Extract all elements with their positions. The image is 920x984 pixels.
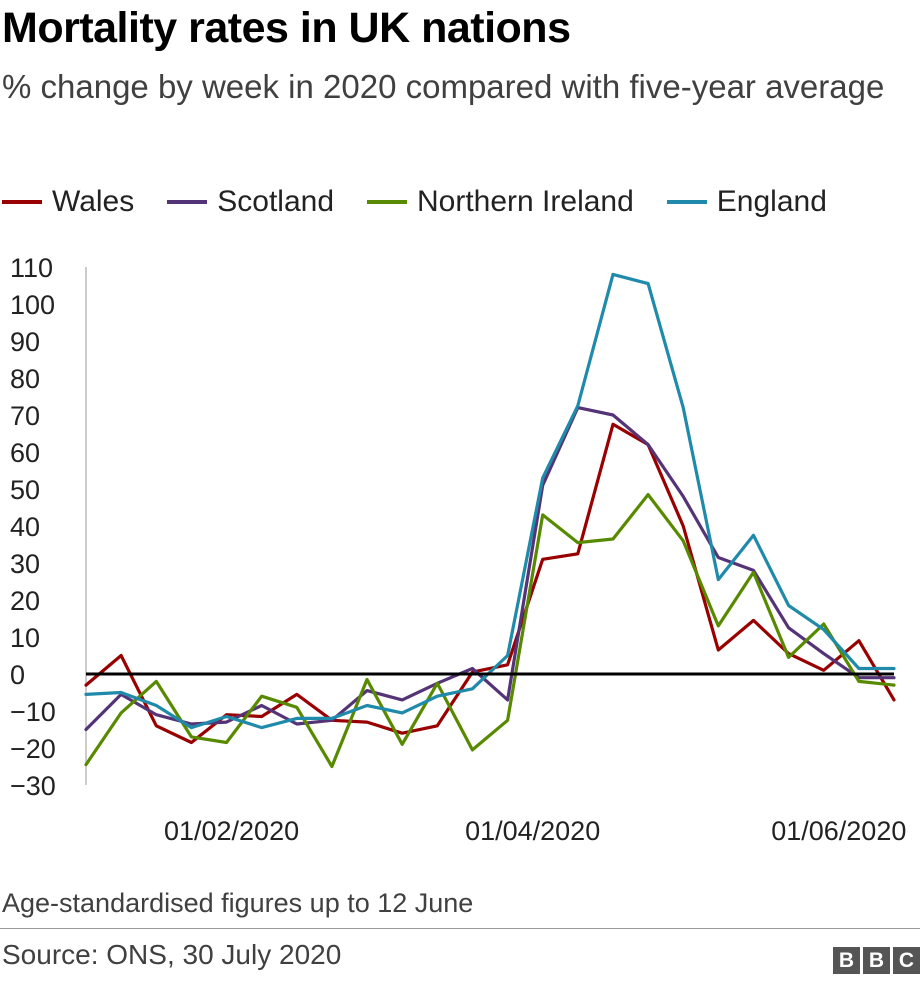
y-tick-label: −10 [10,697,56,727]
bbc-logo-letter: B [863,947,890,974]
series-line-england [84,272,896,730]
y-tick-label: 40 [10,512,40,542]
legend-item-scotland: Scotland [167,185,334,219]
y-tick-label: 20 [10,586,40,616]
bbc-logo-letter: C [893,947,920,974]
y-tick-label: 30 [10,549,40,579]
legend-label-scotland: Scotland [217,185,334,218]
y-tick-label: 10 [10,623,40,653]
y-tick-label: −20 [10,734,56,764]
series-line-northern-ireland [84,493,896,769]
y-tick-label: 70 [10,401,40,431]
legend-swatch-wales [2,200,42,204]
legend-label-northern-ireland: Northern Ireland [417,185,634,218]
x-tick-label: 01/04/2020 [465,816,600,846]
legend-item-northern-ireland: Northern Ireland [367,185,634,219]
footnote: Age-standardised figures up to 12 June [2,888,474,918]
source-credit: Source: ONS, 30 July 2020 [2,939,342,970]
legend-label-wales: Wales [52,185,135,218]
y-tick-label: 100 [10,290,55,320]
y-tick-label: 110 [10,253,53,283]
plot-area [84,272,896,769]
x-axis: 01/02/2020 01/04/2020 01/06/2020 [164,816,906,846]
legend-swatch-england [666,200,707,204]
y-tick-label: −30 [10,771,56,801]
series-line-wales [84,422,896,745]
legend-label-england: England [716,185,827,218]
legend-swatch-northern-ireland [367,200,407,204]
y-tick-label: 60 [10,438,40,468]
footer-divider [0,928,920,929]
chart-legend: Wales Scotland Northern Ireland England [2,182,860,222]
y-tick-label: 80 [10,364,40,394]
x-tick-label: 01/02/2020 [164,816,299,846]
y-tick-label: 90 [10,327,40,357]
chart-subtitle: % change by week in 2020 compared with f… [2,68,885,105]
legend-item-england: England [666,185,827,219]
bbc-logo: B B C [830,947,920,974]
y-tick-label: 0 [10,660,25,690]
legend-item-wales: Wales [2,185,134,219]
series-line-scotland [84,406,896,732]
bbc-logo-letter: B [833,947,860,974]
y-tick-label: 50 [10,475,40,505]
chart-title: Mortality rates in UK nations [2,4,571,52]
legend-swatch-scotland [167,200,208,204]
x-tick-label: 01/06/2020 [771,816,906,846]
